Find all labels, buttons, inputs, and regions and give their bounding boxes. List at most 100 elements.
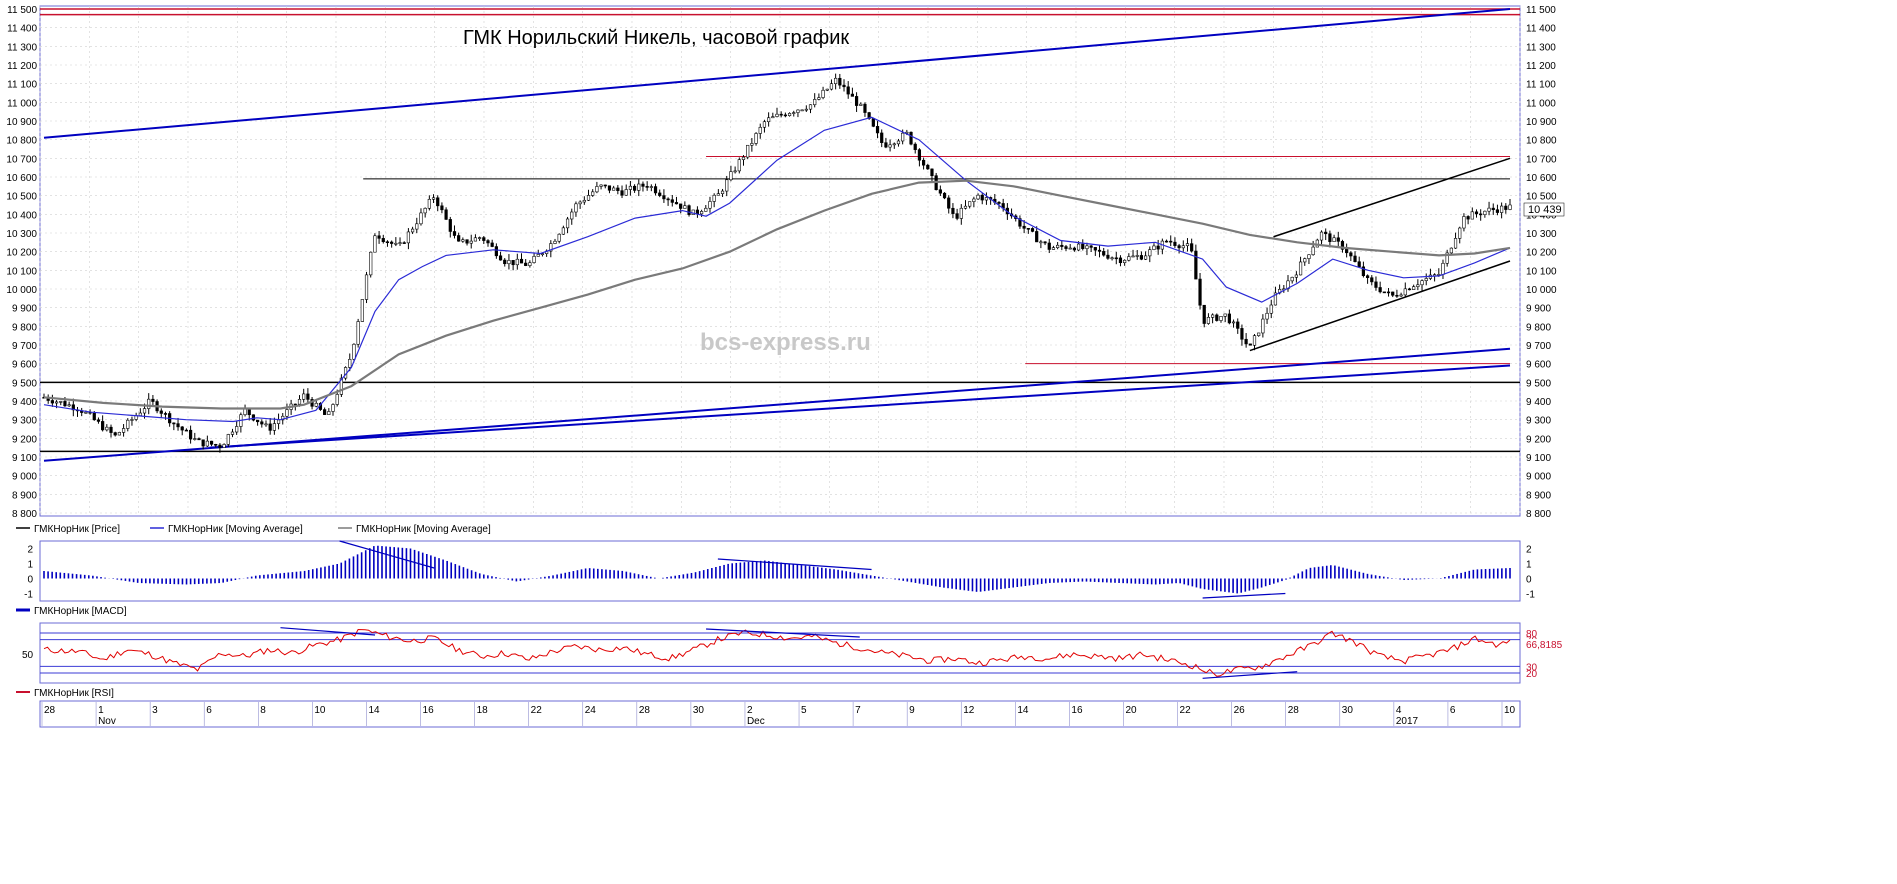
candle-body (687, 205, 691, 215)
candle-body (1386, 291, 1391, 294)
candle-body (390, 241, 394, 244)
price-tick-right: 9 100 (1526, 453, 1551, 464)
price-tick-right: 8 800 (1526, 509, 1551, 520)
price-axis-right: 11 500 11 400 11 300 11 200 11 100 11 000 10 9… (1526, 5, 1557, 520)
candle-body (1508, 204, 1512, 210)
candle-body (109, 426, 113, 433)
candle-body (561, 227, 565, 235)
candle-body (1298, 261, 1303, 276)
trend-line (43, 8, 1511, 139)
date-label: 16 (423, 705, 435, 716)
rsi-divergence-line (1202, 671, 1298, 679)
price-tick-right: 9 500 (1526, 378, 1551, 389)
candle-body (905, 131, 909, 134)
price-tick-right: 10 700 (1526, 154, 1557, 165)
candle-body (834, 77, 838, 84)
candle-body (117, 432, 121, 436)
price-tick-left: 11 300 (7, 42, 37, 53)
candle-body (1047, 242, 1051, 250)
candle-body (394, 242, 398, 245)
last-price-label: 10 439 (1528, 204, 1562, 216)
candle-body (281, 415, 285, 421)
candle-body (490, 242, 494, 247)
candle-body (1110, 257, 1114, 260)
candle-body (762, 121, 767, 128)
candle-body (524, 262, 528, 266)
date-label: 30 (1342, 705, 1354, 716)
date-axis (39, 700, 1521, 728)
price-tick-left: 9 300 (12, 416, 37, 427)
candle-body (896, 140, 901, 145)
price-tick-left: 10 800 (6, 136, 37, 147)
macd-divergence (339, 540, 1286, 599)
candle-body (938, 189, 942, 194)
candle-body (243, 408, 247, 416)
rsi-level-label: 20 (1526, 669, 1538, 680)
candle-body (222, 444, 226, 448)
rsi-divergence-line (280, 627, 376, 636)
candle-body (729, 171, 733, 181)
candle-body (674, 202, 679, 205)
candle-body (63, 401, 67, 407)
candle-body (787, 113, 792, 116)
candle-body (423, 207, 427, 214)
candle-body (1211, 314, 1215, 318)
candle-body (1441, 262, 1445, 275)
candle-body (913, 143, 917, 150)
candle-body (1349, 252, 1353, 257)
candle-body (1231, 321, 1236, 324)
candle-body (1223, 313, 1227, 317)
candle-body (670, 199, 674, 203)
trend-line (1273, 157, 1511, 238)
candle-body (737, 159, 741, 172)
candle-body (574, 203, 578, 213)
macd-tick-right: 1 (1526, 560, 1532, 571)
candle-body (1215, 314, 1219, 321)
candle-body (1093, 247, 1097, 251)
candle-body (599, 184, 603, 187)
price-tick-right: 9 400 (1526, 397, 1551, 408)
price-tick-right: 11 400 (1526, 24, 1556, 35)
candle-body (1370, 277, 1374, 283)
price-legend: ГМКНорНик [Price] ГМКНорНик [Moving Aver… (16, 524, 491, 535)
date-label: 24 (585, 705, 597, 716)
candle-body (1198, 278, 1202, 306)
candle-body (679, 203, 683, 209)
date-label: 6 (1450, 705, 1456, 716)
candle-body (272, 423, 276, 431)
candle-body (323, 409, 327, 415)
candle-body (113, 432, 117, 436)
candle-body (1265, 312, 1269, 320)
date-label: 14 (1017, 705, 1029, 716)
candle-body (603, 184, 607, 187)
price-tick-left: 10 200 (6, 248, 37, 259)
candle-body (578, 201, 582, 205)
date-label: 7 (855, 705, 861, 716)
candle-body (792, 112, 796, 114)
price-tick-left: 9 800 (12, 322, 37, 333)
month-label: Dec (747, 716, 765, 727)
annotation-layer (40, 8, 1520, 462)
candle-body (540, 253, 545, 255)
candle-body (1261, 318, 1265, 334)
price-tick-left: 10 600 (6, 173, 37, 184)
date-label: 28 (639, 705, 651, 716)
price-tick-left: 8 900 (12, 490, 37, 501)
candle-body (632, 185, 637, 191)
candle-body (854, 96, 859, 106)
rsi-tick-50: 50 (22, 650, 34, 661)
candle-body (955, 213, 959, 219)
candle-body (838, 77, 842, 86)
candle-body (519, 258, 524, 264)
candle-body (1072, 247, 1076, 251)
candle-body (1378, 287, 1382, 293)
candle-body (800, 109, 804, 112)
candle-body (1445, 252, 1449, 264)
date-label: 14 (368, 705, 380, 716)
candle-body (1164, 240, 1169, 243)
candle-body (557, 233, 561, 242)
candle-body (695, 209, 700, 215)
candle-body (105, 426, 109, 431)
candle-body (1483, 210, 1487, 215)
candle-body (176, 423, 180, 428)
